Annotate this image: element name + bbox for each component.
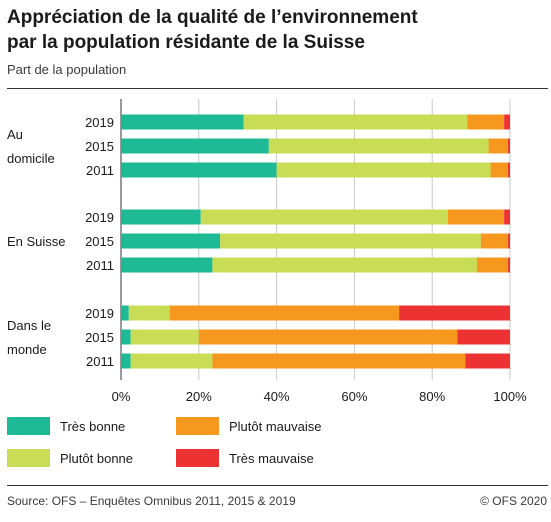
labels: 0% 20% 40% 60% 80% 100% 2019 2015 2011 Au domicile… — [7, 115, 527, 404]
bar-segment — [169, 305, 400, 321]
bar-segment — [121, 114, 244, 130]
x-tick-label: 20% — [186, 389, 212, 404]
chart-subtitle: Part de la population — [7, 62, 127, 77]
bar-segment — [508, 257, 510, 273]
x-tick-label: 100% — [493, 389, 527, 404]
group-label: monde — [7, 342, 47, 357]
bar-segment — [268, 138, 489, 154]
bar-segment — [121, 233, 221, 249]
bar-segment — [504, 209, 510, 225]
year-label: 2011 — [86, 258, 114, 273]
bottom-divider — [7, 485, 548, 486]
stacked-bar-chart: 0% 20% 40% 60% 80% 100% 2019 2015 2011 Au domicile… — [7, 99, 527, 404]
x-tick-label: 60% — [341, 389, 367, 404]
bar-segment — [243, 114, 468, 130]
bar-segment — [490, 162, 509, 178]
year-label: 2015 — [85, 330, 114, 345]
bar-segment — [465, 353, 510, 369]
bar-segment — [121, 257, 213, 273]
bar-segment — [121, 138, 269, 154]
bar-segment — [399, 305, 510, 321]
bar-segment — [467, 114, 505, 130]
bar-segment — [121, 329, 131, 345]
top-divider — [7, 88, 548, 89]
copyright: © OFS 2020 — [480, 494, 547, 508]
bar-segment — [128, 305, 170, 321]
bar-segment — [200, 209, 448, 225]
bar-segment — [121, 353, 131, 369]
bar-segment — [457, 329, 510, 345]
title-line-1: Appréciation de la qualité de l’environn… — [7, 7, 418, 28]
bar-segment — [508, 138, 510, 154]
footer: Source: OFS – Enquêtes Omnibus 2011, 201… — [7, 494, 547, 508]
x-tick-label: 40% — [264, 389, 290, 404]
bar-segment — [504, 114, 510, 130]
bar-segment — [220, 233, 481, 249]
bar-segment — [121, 305, 129, 321]
year-label: 2019 — [85, 306, 114, 321]
bar-segment — [198, 329, 458, 345]
bar-segment — [276, 162, 491, 178]
bar-segment — [508, 233, 510, 249]
bar-segment — [121, 162, 277, 178]
year-label: 2011 — [86, 354, 114, 369]
bar-segment — [480, 233, 509, 249]
bar-segment — [212, 257, 477, 273]
bar-segment — [130, 329, 199, 345]
x-tick-label: 0% — [112, 389, 131, 404]
bar-segment — [488, 138, 509, 154]
group-label: Dans le — [7, 318, 51, 333]
year-label: 2015 — [85, 139, 114, 154]
year-label: 2019 — [85, 115, 114, 130]
source-note: Source: OFS – Enquêtes Omnibus 2011, 201… — [7, 494, 296, 508]
x-tick-label: 80% — [419, 389, 445, 404]
bar-segment — [508, 162, 510, 178]
year-label: 2019 — [85, 210, 114, 225]
bar-segment — [121, 209, 201, 225]
bars — [121, 114, 510, 369]
bar-segment — [130, 353, 213, 369]
bar-segment — [476, 257, 509, 273]
year-label: 2015 — [85, 234, 114, 249]
year-label: 2011 — [86, 163, 114, 178]
group-label: Au — [7, 127, 23, 142]
group-label: En Suisse — [7, 234, 66, 249]
bar-segment — [212, 353, 466, 369]
chart-title: Appréciation de la qualité de l’environn… — [7, 5, 537, 55]
bar-segment — [447, 209, 505, 225]
group-label: domicile — [7, 151, 55, 166]
title-line-2: par la population résidante de la Suisse — [7, 32, 365, 53]
